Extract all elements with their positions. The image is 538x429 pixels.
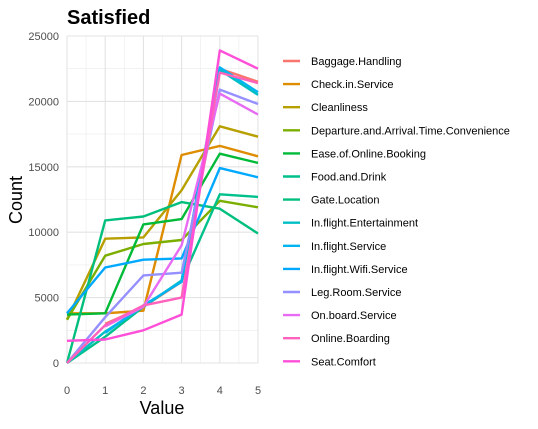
legend-label: Gate.Location bbox=[311, 195, 380, 207]
legend-label: In.flight.Service bbox=[311, 241, 386, 253]
x-tick-label: 5 bbox=[255, 385, 261, 397]
legend-label: Seat.Comfort bbox=[311, 356, 376, 368]
chart-title: Satisfied bbox=[67, 7, 150, 29]
legend-item: Baggage.Handling bbox=[283, 56, 402, 68]
legend-item: In.flight.Wifi.Service bbox=[283, 264, 408, 276]
legend-item: Online.Boarding bbox=[283, 333, 390, 345]
y-axis-title: Count bbox=[6, 176, 26, 224]
legend-item: Check.in.Service bbox=[283, 79, 394, 91]
legend-label: Baggage.Handling bbox=[311, 56, 402, 68]
y-tick-label: 0 bbox=[53, 358, 59, 370]
legend: Baggage.Handling Check.in.Service Cleanlin… bbox=[283, 56, 510, 368]
legend-label: Ease.of.Online.Booking bbox=[311, 148, 426, 160]
legend-item: Ease.of.Online.Booking bbox=[283, 148, 426, 160]
x-tick-label: 1 bbox=[102, 385, 108, 397]
legend-label: Online.Boarding bbox=[311, 333, 390, 345]
legend-item: Leg.Room.Service bbox=[283, 287, 402, 299]
x-tick-label: 4 bbox=[217, 385, 223, 397]
legend-item: Departure.and.Arrival.Time.Convenience bbox=[283, 125, 510, 137]
legend-label: Check.in.Service bbox=[311, 79, 394, 91]
y-tick-label: 20000 bbox=[28, 96, 59, 108]
legend-item: Food.and.Drink bbox=[283, 172, 387, 184]
x-tick-label: 3 bbox=[179, 385, 185, 397]
x-axis-title: Value bbox=[140, 398, 185, 418]
legend-label: Departure.and.Arrival.Time.Convenience bbox=[311, 125, 510, 137]
legend-label: Cleanliness bbox=[311, 102, 368, 114]
legend-label: In.flight.Entertainment bbox=[311, 218, 418, 230]
legend-item: On.board.Service bbox=[283, 310, 397, 322]
legend-item: In.flight.Service bbox=[283, 241, 386, 253]
legend-label: Leg.Room.Service bbox=[311, 287, 402, 299]
y-tick-label: 5000 bbox=[35, 293, 59, 305]
y-tick-label: 25000 bbox=[28, 31, 59, 43]
legend-label: Food.and.Drink bbox=[311, 172, 387, 184]
legend-item: Cleanliness bbox=[283, 102, 368, 114]
legend-label: On.board.Service bbox=[311, 310, 397, 322]
x-tick-label: 0 bbox=[64, 385, 70, 397]
legend-item: In.flight.Entertainment bbox=[283, 218, 418, 230]
y-tick-label: 10000 bbox=[28, 227, 59, 239]
legend-label: In.flight.Wifi.Service bbox=[311, 264, 408, 276]
x-tick-label: 2 bbox=[140, 385, 146, 397]
legend-item: Seat.Comfort bbox=[283, 356, 376, 368]
legend-item: Gate.Location bbox=[283, 195, 380, 207]
y-tick-label: 15000 bbox=[28, 162, 59, 174]
